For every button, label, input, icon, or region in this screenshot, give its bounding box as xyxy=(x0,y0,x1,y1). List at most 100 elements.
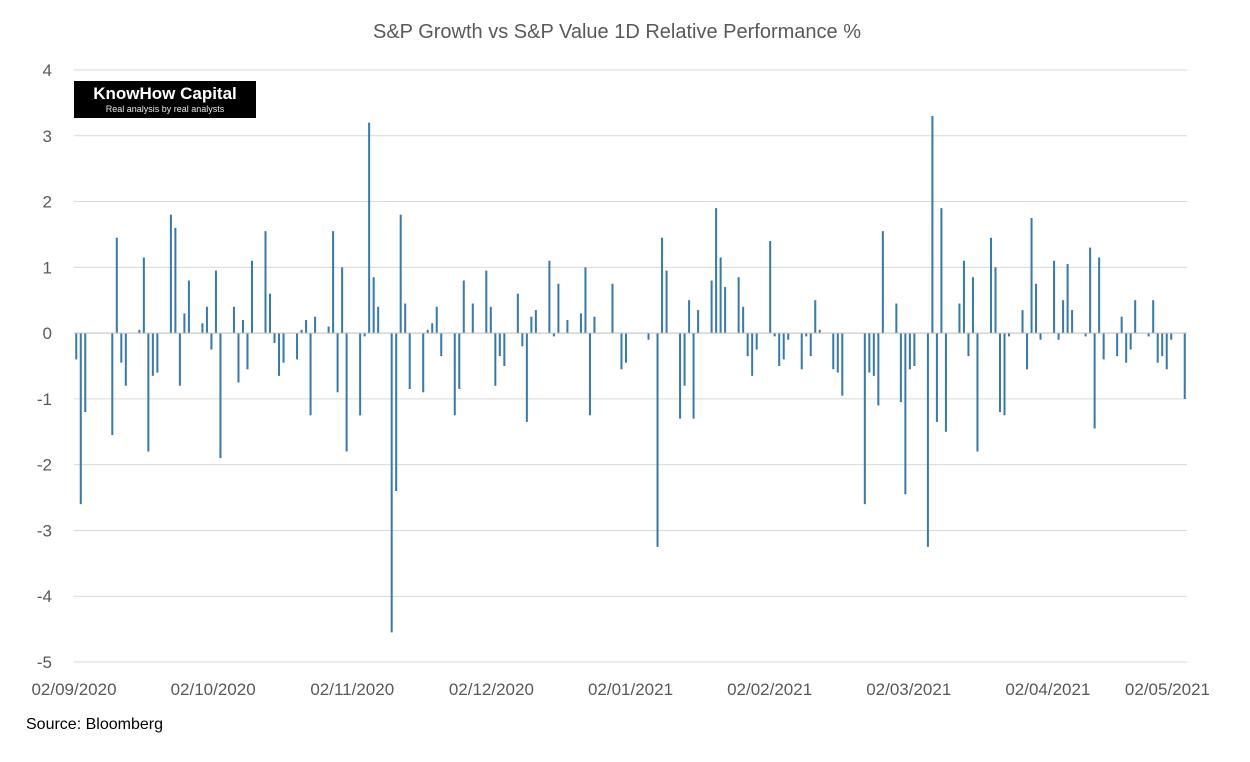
bar xyxy=(737,277,740,334)
bar xyxy=(250,260,254,334)
bar xyxy=(237,333,240,383)
bar xyxy=(377,306,380,334)
gridlines xyxy=(74,69,1187,663)
bar xyxy=(124,333,127,386)
bar xyxy=(967,333,970,357)
bar xyxy=(1161,333,1164,357)
y-axis-tick-labels: 4 3 2 1 0 -1 -2 -3 -4 -5 xyxy=(37,61,52,672)
bar xyxy=(904,333,907,495)
bar xyxy=(679,333,682,419)
bar xyxy=(895,303,898,334)
bar xyxy=(935,333,938,422)
bar xyxy=(525,333,528,422)
bar xyxy=(142,257,145,334)
bar xyxy=(300,329,303,334)
bar xyxy=(1183,333,1186,399)
logo-tagline: Real analysis by real analysts xyxy=(105,104,225,114)
bar xyxy=(620,333,623,370)
bar xyxy=(994,267,997,334)
bar xyxy=(219,333,222,459)
bar xyxy=(656,333,659,547)
bar xyxy=(971,277,974,334)
bar xyxy=(1116,333,1119,357)
bar xyxy=(566,319,569,334)
bar xyxy=(1089,247,1092,334)
bar xyxy=(534,310,537,334)
bar xyxy=(453,333,456,416)
bar xyxy=(305,319,308,334)
bar xyxy=(273,333,276,343)
bar xyxy=(431,323,434,334)
bar xyxy=(944,333,947,432)
bar xyxy=(178,333,181,386)
bar xyxy=(836,333,839,373)
bar xyxy=(692,333,695,419)
bar xyxy=(1156,333,1159,363)
x-tick-label: 02/05/2021 xyxy=(1125,680,1210,699)
bar xyxy=(778,333,781,366)
bar xyxy=(809,333,812,357)
bar xyxy=(1030,218,1033,334)
bar xyxy=(147,333,150,452)
y-tick-label: 4 xyxy=(43,61,52,80)
bar xyxy=(278,333,281,376)
bar xyxy=(503,333,506,366)
bar xyxy=(390,333,393,633)
bar xyxy=(863,333,866,505)
bar xyxy=(746,333,749,357)
bar xyxy=(120,333,123,363)
bar xyxy=(327,326,330,334)
bar xyxy=(516,293,519,334)
bar xyxy=(246,333,249,370)
bar xyxy=(926,333,929,547)
bar xyxy=(530,316,533,334)
bar xyxy=(688,300,691,334)
bar xyxy=(624,333,628,363)
bar xyxy=(314,316,317,334)
bar xyxy=(881,231,884,334)
x-tick-label: 02/10/2020 xyxy=(171,680,256,699)
x-tick-label: 02/01/2021 xyxy=(588,680,673,699)
bar xyxy=(841,333,844,396)
bar xyxy=(877,333,880,406)
bar xyxy=(372,277,375,334)
x-tick-label: 02/02/2021 xyxy=(727,680,812,699)
bar xyxy=(719,257,722,334)
bar xyxy=(309,333,312,416)
bar xyxy=(169,214,172,334)
bar xyxy=(345,333,348,452)
bar xyxy=(498,333,501,357)
bar xyxy=(1035,283,1038,334)
bar xyxy=(908,333,911,370)
bar xyxy=(1093,333,1096,429)
bar xyxy=(458,333,461,390)
y-tick-label: -2 xyxy=(37,456,52,475)
bar xyxy=(913,333,916,366)
bar xyxy=(138,329,141,334)
bar xyxy=(1125,333,1128,363)
bar xyxy=(661,237,664,334)
bar xyxy=(1021,310,1024,334)
bar xyxy=(1039,333,1042,340)
logo: KnowHow Capital Real analysis by real an… xyxy=(74,81,256,118)
bar xyxy=(899,333,902,403)
bar xyxy=(1062,300,1065,334)
bar xyxy=(683,333,686,386)
bar xyxy=(426,329,429,334)
bar xyxy=(805,333,808,337)
bar xyxy=(408,333,411,390)
bar xyxy=(665,270,668,334)
bar xyxy=(697,310,700,334)
bar xyxy=(84,333,87,413)
y-tick-label: 1 xyxy=(43,258,52,277)
y-tick-label: -3 xyxy=(37,521,52,540)
x-tick-label: 02/11/2020 xyxy=(310,680,394,699)
x-tick-label: 02/09/2020 xyxy=(31,680,116,699)
bar xyxy=(368,122,371,334)
logo-brand: KnowHow Capital xyxy=(93,84,237,103)
bar xyxy=(187,280,190,334)
bar xyxy=(296,333,299,360)
bar xyxy=(787,333,790,340)
bar xyxy=(710,280,713,334)
bar xyxy=(462,280,465,334)
